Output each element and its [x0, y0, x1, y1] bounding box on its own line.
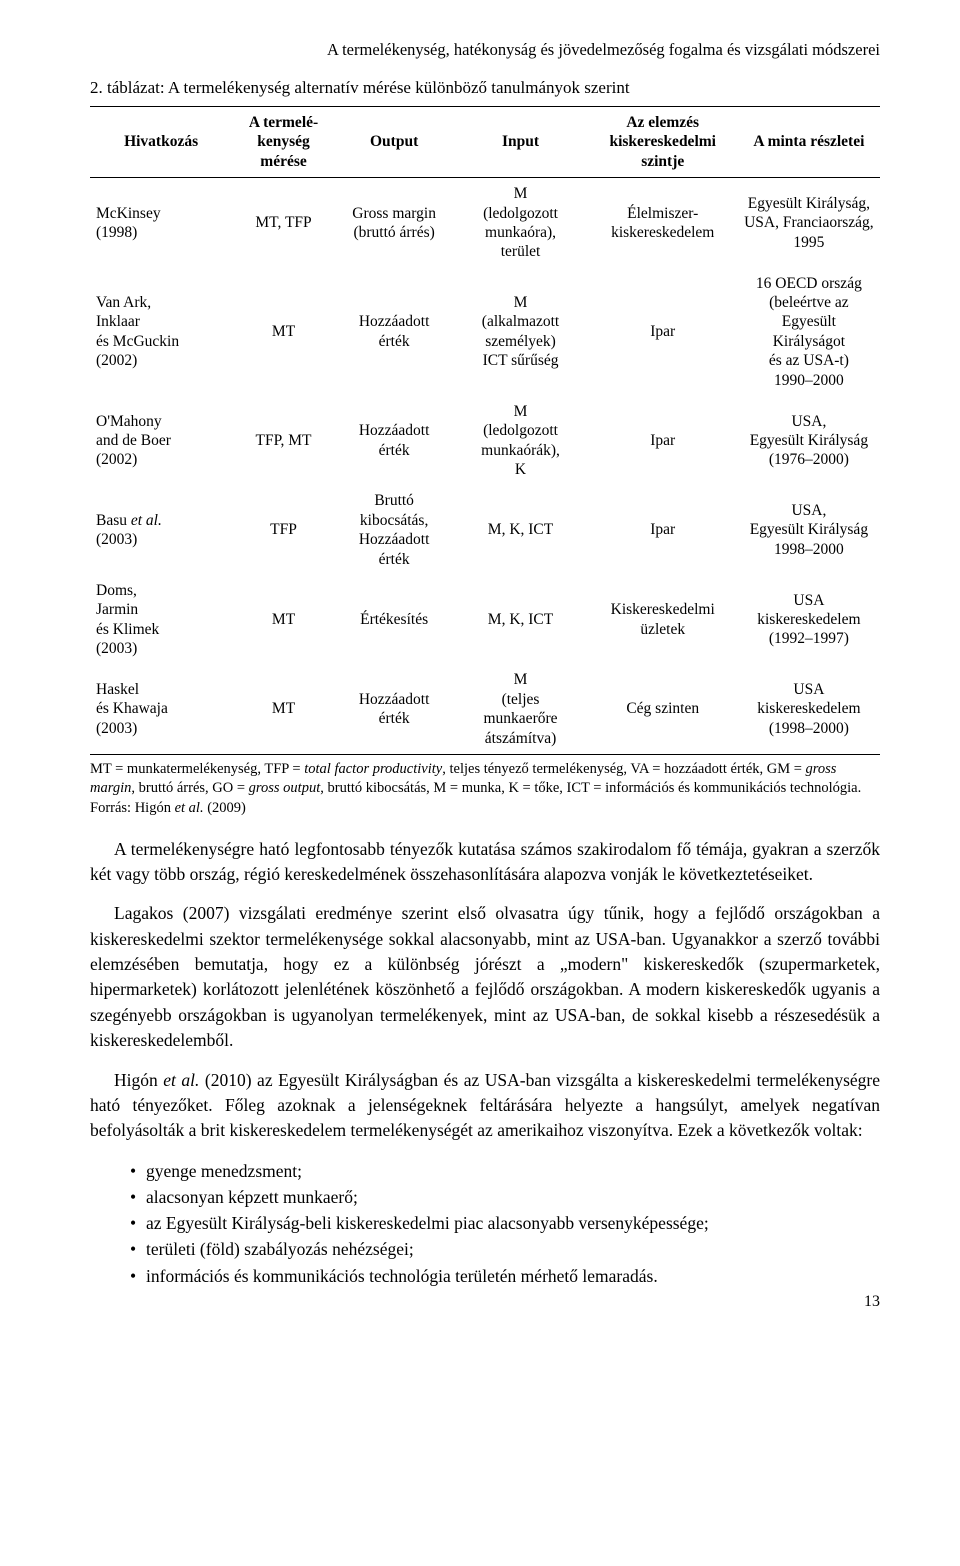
table-cell: MT	[232, 268, 335, 396]
bullet-item: alacsonyan képzett munkaerő;	[130, 1184, 880, 1210]
page: A termelékenység, hatékonyság és jövedel…	[0, 0, 960, 1329]
table-cell: M, K, ICT	[453, 575, 587, 665]
table-cell: O'Mahonyand de Boer(2002)	[90, 396, 232, 486]
table-cell: Kiskereskedelmiüzletek	[588, 575, 738, 665]
footnote-source-tail: (2009)	[204, 800, 246, 816]
table-cell: MT	[232, 664, 335, 754]
th-c6: A minta részletei	[738, 107, 880, 178]
running-head: A termelékenység, hatékonyság és jövedel…	[90, 40, 880, 60]
table-cell: Értékesítés	[335, 575, 454, 665]
table-row: Doms,Jarminés Klimek(2003)MTÉrtékesítésM…	[90, 575, 880, 665]
table-cell: Egyesült Királyság,USA, Franciaország,19…	[738, 178, 880, 268]
table-cell: Ipar	[588, 485, 738, 575]
th-c3: Output	[335, 107, 454, 178]
table-row: Van Ark,Inklaarés McGuckin(2002)MTHozzáa…	[90, 268, 880, 396]
footnote-text: MT = munkatermelékenység, TFP =	[90, 761, 304, 777]
table-cell: Élelmiszer-kiskereskedelem	[588, 178, 738, 268]
table-cell: M, K, ICT	[453, 485, 587, 575]
footnote-italic: total factor productivity	[304, 761, 442, 777]
table-caption: 2. táblázat: A termelékenység alternatív…	[90, 78, 880, 98]
table-cell: Basu et al.(2003)	[90, 485, 232, 575]
table-row: O'Mahonyand de Boer(2002)TFP, MTHozzáado…	[90, 396, 880, 486]
p3-part-a: Higón	[114, 1070, 163, 1090]
footnote-text: , teljes tényező termelékenység, VA = ho…	[442, 761, 805, 777]
table-cell: M(teljesmunkaerőreátszámítva)	[453, 664, 587, 754]
body-paragraph-2: Lagakos (2007) vizsgálati eredménye szer…	[90, 901, 880, 1053]
table-cell: USAkiskereskedelem(1998–2000)	[738, 664, 880, 754]
table-cell: MT	[232, 575, 335, 665]
table-cell: 16 OECD ország(beleértve azEgyesült Kirá…	[738, 268, 880, 396]
footnote-italic: gross output	[249, 780, 321, 796]
table-cell: Gross margin(bruttó árrés)	[335, 178, 454, 268]
table-cell: M(alkalmazottszemélyek)ICT sűrűség	[453, 268, 587, 396]
table-row: Basu et al.(2003)TFPBruttókibocsátás,Hoz…	[90, 485, 880, 575]
th-c2: A termelé-kenységmérése	[232, 107, 335, 178]
table-cell: Cég szinten	[588, 664, 738, 754]
p3-part-b: (2010) az Egyesült Királyságban és az US…	[90, 1070, 880, 1141]
page-number: 13	[864, 1293, 880, 1311]
table-cell: USA,Egyesült Királyság(1976–2000)	[738, 396, 880, 486]
bullet-item: területi (föld) szabályozás nehézségei;	[130, 1236, 880, 1262]
th-c5: Az elemzéskiskereskedelmiszintje	[588, 107, 738, 178]
table-cell: McKinsey(1998)	[90, 178, 232, 268]
table-row: McKinsey(1998)MT, TFPGross margin(bruttó…	[90, 178, 880, 268]
table-cell: Doms,Jarminés Klimek(2003)	[90, 575, 232, 665]
table-cell: Ipar	[588, 396, 738, 486]
th-c1: Hivatkozás	[90, 107, 232, 178]
footnote-text: , bruttó kibocsátás, M = munka, K = tőke…	[320, 780, 861, 796]
footnote-text: , bruttó árrés, GO =	[131, 780, 248, 796]
bullet-item: az Egyesült Királyság-beli kiskereskedel…	[130, 1210, 880, 1236]
productivity-table: Hivatkozás A termelé-kenységmérése Outpu…	[90, 106, 880, 755]
table-cell: Haskelés Khawaja(2003)	[90, 664, 232, 754]
table-row: Haskelés Khawaja(2003)MTHozzáadottértékM…	[90, 664, 880, 754]
table-cell: Ipar	[588, 268, 738, 396]
table-cell: Hozzáadottérték	[335, 664, 454, 754]
table-footnote: MT = munkatermelékenység, TFP = total fa…	[90, 760, 880, 819]
table-cell: Bruttókibocsátás,Hozzáadottérték	[335, 485, 454, 575]
table-cell: TFP, MT	[232, 396, 335, 486]
table-cell: TFP	[232, 485, 335, 575]
body-paragraph-3: Higón et al. (2010) az Egyesült Királysá…	[90, 1068, 880, 1144]
footnote-source: Forrás: Higón	[90, 800, 175, 816]
footnote-source-italic: et al.	[175, 800, 204, 816]
bullet-item: gyenge menedzsment;	[130, 1158, 880, 1184]
table-cell: MT, TFP	[232, 178, 335, 268]
table-cell: Hozzáadottérték	[335, 268, 454, 396]
p3-italic: et al.	[163, 1070, 199, 1090]
body-paragraph-1: A termelékenységre ható legfontosabb tén…	[90, 837, 880, 888]
th-c4: Input	[453, 107, 587, 178]
table-cell: Hozzáadottérték	[335, 396, 454, 486]
table-cell: USAkiskereskedelem(1992–1997)	[738, 575, 880, 665]
table-cell: M(ledolgozottmunkaóra),terület	[453, 178, 587, 268]
table-cell: M(ledolgozottmunkaórák),K	[453, 396, 587, 486]
table-header-row: Hivatkozás A termelé-kenységmérése Outpu…	[90, 107, 880, 178]
bullet-list: gyenge menedzsment;alacsonyan képzett mu…	[90, 1158, 880, 1289]
table-cell: USA,Egyesült Királyság1998–2000	[738, 485, 880, 575]
bullet-item: információs és kommunikációs technológia…	[130, 1263, 880, 1289]
table-cell: Van Ark,Inklaarés McGuckin(2002)	[90, 268, 232, 396]
